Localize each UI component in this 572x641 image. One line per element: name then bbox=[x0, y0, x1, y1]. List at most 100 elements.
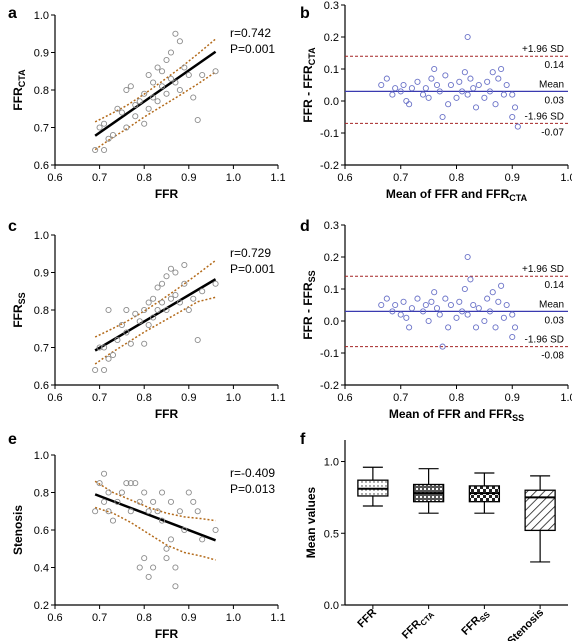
data-point bbox=[389, 308, 396, 315]
data-point bbox=[141, 120, 148, 127]
y-tick-label: 0.0 bbox=[324, 316, 339, 328]
data-point bbox=[445, 324, 452, 331]
y-axis-label-main: FFR - FFR bbox=[301, 65, 315, 123]
x-tick-label: 1.0 bbox=[560, 172, 572, 184]
x-tick-label: 0.8 bbox=[137, 172, 152, 184]
data-point bbox=[442, 295, 449, 302]
data-point bbox=[127, 340, 134, 347]
y-tick-label: 0.1 bbox=[324, 64, 339, 76]
data-point bbox=[464, 33, 471, 41]
data-point bbox=[167, 49, 175, 56]
data-point bbox=[442, 72, 449, 79]
data-point bbox=[500, 314, 507, 321]
data-point bbox=[185, 489, 192, 496]
data-point bbox=[511, 104, 519, 111]
data-point bbox=[467, 276, 474, 283]
data-point bbox=[403, 97, 410, 105]
data-point bbox=[453, 314, 460, 321]
x-tick-label: 0.7 bbox=[393, 172, 408, 184]
x-axis-label-subscript: CTA bbox=[509, 193, 527, 203]
data-point bbox=[123, 329, 130, 336]
data-point bbox=[163, 555, 170, 562]
data-point bbox=[118, 489, 125, 496]
y-axis-label-subscript: SS bbox=[307, 270, 317, 282]
panel-letter-a: a bbox=[8, 5, 17, 22]
y-tick-label: 0.3 bbox=[324, 220, 339, 232]
y-tick-label: 0.7 bbox=[34, 123, 49, 135]
data-point bbox=[422, 301, 429, 309]
y-axis-label: Mean values bbox=[304, 486, 318, 558]
data-point bbox=[433, 305, 441, 312]
y-tick-label: 0.7 bbox=[34, 343, 49, 355]
y-tick-label: 1.0 bbox=[324, 457, 339, 469]
data-point bbox=[397, 311, 404, 318]
data-point bbox=[176, 86, 183, 94]
stats-text: P=0.001 bbox=[230, 262, 275, 276]
data-point bbox=[132, 113, 139, 120]
x-tick-label: 1.1 bbox=[270, 172, 285, 184]
data-point bbox=[158, 83, 166, 90]
data-point bbox=[132, 101, 139, 109]
data-point bbox=[154, 98, 161, 105]
data-point bbox=[167, 536, 175, 543]
x-tick-label: 1.0 bbox=[226, 172, 241, 184]
y-axis-label: FFR - FFRSS bbox=[301, 270, 317, 339]
y-tick-label: 0.6 bbox=[34, 380, 49, 392]
data-point bbox=[509, 91, 516, 98]
x-tick-label: 0.7 bbox=[92, 172, 107, 184]
data-point bbox=[406, 101, 413, 108]
data-point bbox=[431, 289, 438, 296]
data-point bbox=[101, 498, 108, 505]
data-point bbox=[190, 295, 197, 302]
x-axis-label: Mean of FFR and FFRCTA bbox=[386, 187, 528, 203]
data-point bbox=[456, 78, 463, 85]
data-point bbox=[176, 508, 183, 515]
ci-lower-line bbox=[94, 296, 216, 365]
data-point bbox=[199, 288, 206, 295]
data-point bbox=[414, 295, 421, 302]
data-point bbox=[389, 91, 396, 98]
data-point bbox=[500, 91, 507, 98]
data-point bbox=[484, 295, 491, 302]
data-point bbox=[181, 280, 188, 287]
data-point bbox=[447, 301, 454, 309]
data-point bbox=[428, 298, 435, 305]
data-point bbox=[392, 85, 399, 92]
data-point bbox=[383, 75, 390, 82]
x-tick-label: 1.0 bbox=[226, 392, 241, 404]
data-point bbox=[503, 301, 510, 309]
data-point bbox=[470, 301, 477, 309]
panel-letter-e: e bbox=[8, 431, 17, 448]
x-tick-label: 1.1 bbox=[270, 392, 285, 404]
data-point bbox=[172, 30, 179, 37]
x-tick-label: 0.6 bbox=[337, 172, 352, 184]
data-point bbox=[431, 65, 438, 73]
y-tick-label: -0.2 bbox=[320, 380, 339, 392]
data-point bbox=[378, 301, 385, 309]
x-tick-label: 0.6 bbox=[47, 612, 62, 624]
data-point bbox=[511, 324, 519, 331]
data-point bbox=[436, 311, 443, 318]
data-point bbox=[392, 301, 399, 309]
x-tick-label: 0.8 bbox=[137, 392, 152, 404]
data-point bbox=[145, 321, 152, 329]
data-point bbox=[425, 94, 432, 101]
data-point bbox=[163, 90, 170, 97]
data-point bbox=[400, 81, 407, 89]
x-axis-label-main: FFR bbox=[155, 627, 179, 641]
data-point bbox=[141, 90, 148, 97]
data-point bbox=[464, 253, 471, 261]
data-point bbox=[472, 324, 480, 331]
data-point bbox=[212, 280, 219, 287]
x-tick-label: 0.7 bbox=[92, 612, 107, 624]
y-axis-label-main: FFR bbox=[11, 304, 25, 328]
mean-label: Mean bbox=[539, 79, 564, 90]
y-tick-label: 0.4 bbox=[34, 563, 49, 575]
lower-sd-label: -1.96 SD bbox=[525, 111, 564, 122]
data-point bbox=[470, 85, 477, 92]
data-point bbox=[439, 113, 446, 121]
data-point bbox=[141, 555, 148, 562]
data-point bbox=[154, 64, 161, 71]
x-tick-label: 0.9 bbox=[181, 612, 196, 624]
